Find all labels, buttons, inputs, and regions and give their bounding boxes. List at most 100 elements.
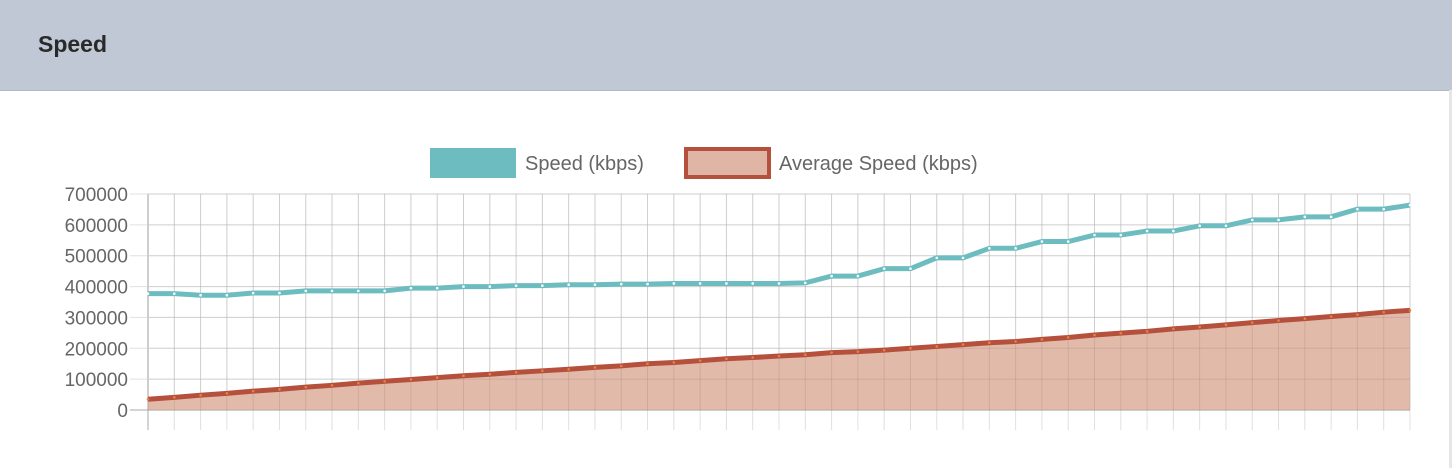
average-speed-point [1408, 309, 1412, 312]
average-speed-point [567, 367, 570, 371]
average-speed-point [462, 374, 465, 378]
speed-point [462, 285, 465, 288]
average-speed-point [330, 384, 334, 387]
y-tick-label: 300000 [65, 308, 128, 329]
speed-point [988, 247, 991, 250]
speed-point [646, 282, 649, 286]
series-layer [146, 193, 1412, 411]
average-speed-point [830, 351, 833, 354]
speed-point [567, 283, 570, 287]
legend-swatch-speed[interactable] [430, 148, 516, 178]
y-tick-label: 200000 [65, 339, 128, 360]
speed-point [751, 282, 755, 285]
speed-point [672, 282, 676, 285]
speed-point [225, 293, 229, 297]
average-speed-point [409, 378, 413, 381]
average-speed-point [961, 343, 965, 346]
speed-point [1119, 233, 1123, 237]
speed-point [278, 291, 281, 295]
legend-label-average[interactable]: Average Speed (kbps) [779, 153, 978, 175]
speed-point [1408, 203, 1412, 207]
average-speed-point [751, 356, 755, 359]
y-tick-label: 500000 [65, 247, 128, 268]
average-speed-point [646, 362, 649, 366]
average-speed-point [1224, 323, 1228, 327]
speed-point [1329, 215, 1333, 219]
average-speed-point [146, 397, 150, 401]
legend-label-speed[interactable]: Speed (kbps) [525, 153, 644, 175]
average-speed-point [383, 380, 386, 383]
average-speed-point [988, 341, 991, 345]
speed-point [1250, 218, 1254, 222]
average-speed-point [698, 359, 702, 362]
average-speed-point [1329, 315, 1333, 318]
average-speed-point [909, 346, 912, 350]
speed-point [1224, 224, 1228, 228]
speed-point [409, 286, 413, 290]
speed-point [593, 283, 597, 287]
speed-point [383, 289, 386, 293]
average-speed-point [1356, 313, 1359, 316]
average-speed-point [1014, 340, 1017, 343]
average-speed-point [1172, 327, 1175, 331]
panel-title: Speed [38, 31, 108, 57]
speed-point [698, 282, 702, 285]
average-speed-point [172, 396, 176, 399]
average-speed-point [488, 372, 492, 376]
legend-swatch-average[interactable] [684, 147, 771, 179]
average-speed-point [1040, 338, 1044, 341]
average-speed-point [619, 364, 623, 368]
average-speed-point [1303, 317, 1307, 320]
average-speed-point [803, 353, 807, 357]
average-speed-point [304, 385, 308, 389]
speed-point [1303, 215, 1307, 219]
panel-header: Speed [0, 0, 1452, 91]
y-tick-label: 400000 [65, 278, 128, 299]
legend: Speed (kbps) Average Speed (kbps) [430, 147, 978, 179]
y-tick-label: 0 [117, 401, 128, 422]
y-tick-label: 100000 [65, 370, 128, 391]
average-speed-point [593, 366, 597, 369]
average-speed-point [278, 388, 281, 391]
average-speed-point [672, 361, 676, 364]
speed-point [1093, 233, 1096, 237]
average-speed-point [882, 348, 886, 352]
speed-point [935, 256, 939, 260]
speed-point [1014, 247, 1017, 250]
speed-point [856, 274, 860, 278]
average-speed-point [1198, 325, 1201, 329]
speed-point [777, 282, 781, 285]
speed-point [1172, 229, 1175, 233]
speed-point [1356, 207, 1359, 211]
speed-point [488, 285, 492, 288]
speed-point [514, 284, 518, 287]
y-tick-label: 700000 [65, 185, 128, 206]
average-speed-point [357, 381, 360, 385]
speed-point [1277, 218, 1280, 222]
average-speed-point [251, 389, 255, 393]
average-speed-point [725, 357, 728, 361]
speed-point [172, 292, 176, 295]
speed-point [803, 281, 807, 285]
speed-point [1066, 240, 1070, 243]
speed-point [251, 291, 255, 295]
speed-point [882, 267, 886, 270]
average-speed-point [514, 371, 518, 374]
average-speed-point [1145, 330, 1149, 333]
speed-point [619, 282, 623, 286]
average-speed-point [856, 350, 860, 353]
speed-point [357, 289, 360, 293]
average-speed-point [541, 369, 544, 373]
speed-point [146, 292, 150, 295]
speed-point [909, 267, 912, 270]
speed-point [199, 293, 202, 297]
average-speed-point [1382, 310, 1386, 314]
speed-point [1382, 207, 1386, 211]
average-speed-point [199, 393, 202, 397]
average-speed-point [1250, 321, 1254, 324]
average-speed-point [1093, 333, 1096, 337]
speed-point [330, 289, 334, 293]
scrollbar-edge [1449, 90, 1452, 468]
average-speed-point [225, 392, 229, 395]
